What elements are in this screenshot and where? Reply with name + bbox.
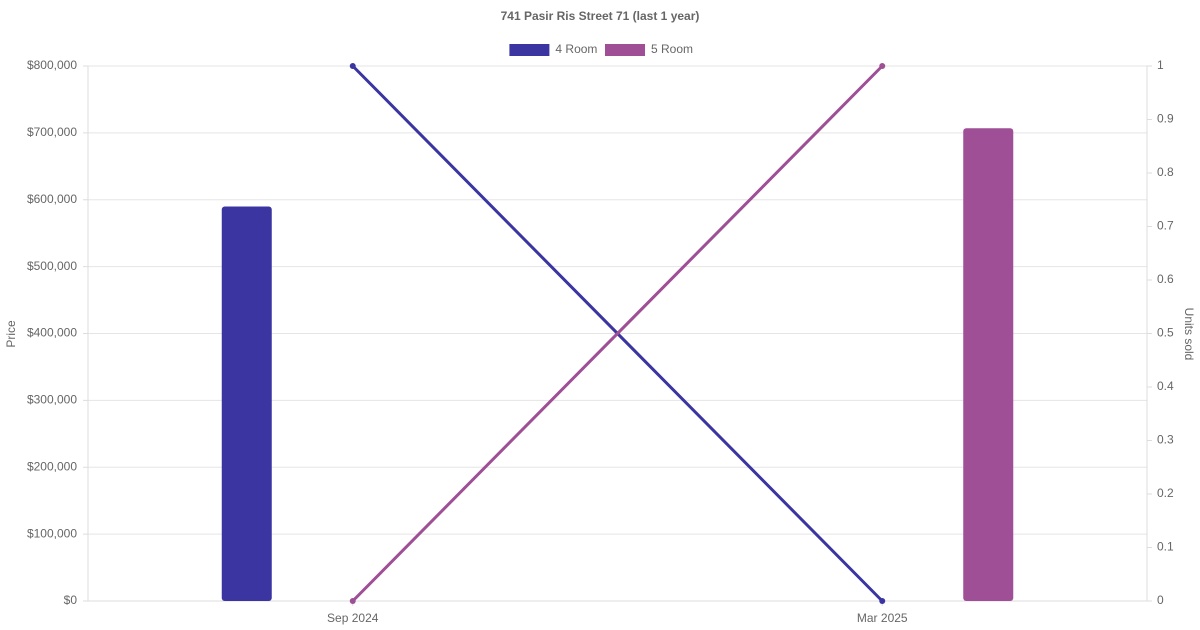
units-point [349,598,356,604]
y-tick-label: $300,000 [27,393,77,407]
legend-swatch [509,44,550,56]
units-point [879,63,886,69]
units-point [349,63,356,69]
y-tick-label: $800,000 [27,58,77,72]
y2-tick-label: 0.7 [1157,219,1174,233]
y-tick-label: $500,000 [27,259,77,273]
y2-tick-label: 0.8 [1157,165,1174,179]
legend-label: 4 Room [555,42,597,56]
y-tick-label: $400,000 [27,326,77,340]
y-axis-label: Price [4,320,18,348]
units-line [351,64,884,603]
y2-tick-label: 0.5 [1157,326,1174,340]
y-tick-label: $0 [64,593,78,607]
y-tick-label: $700,000 [27,125,77,139]
y2-tick-label: 0.4 [1157,379,1174,393]
units-point [879,598,886,604]
legend-label: 5 Room [651,42,693,56]
bar [221,206,272,601]
y-tick-label: $200,000 [27,459,77,473]
chart-title: 741 Pasir Ris Street 71 (last 1 year) [501,9,700,23]
y-tick-label: $600,000 [27,192,77,206]
y2-tick-label: 0 [1157,593,1164,607]
y2-tick-label: 0.3 [1157,433,1174,447]
y2-tick-label: 0.6 [1157,272,1174,286]
y-tick-label: $100,000 [27,526,77,540]
y2-tick-label: 0.1 [1157,540,1174,554]
x-tick-label: Sep 2024 [327,611,379,625]
y2-tick-label: 1 [1157,58,1164,72]
y2-tick-label: 0.9 [1157,112,1174,126]
y2-tick-label: 0.2 [1157,486,1174,500]
y2-axis-label: Units sold [1182,308,1196,361]
x-tick-label: Mar 2025 [857,611,908,625]
legend-swatch [605,44,645,56]
bar [963,128,1014,601]
